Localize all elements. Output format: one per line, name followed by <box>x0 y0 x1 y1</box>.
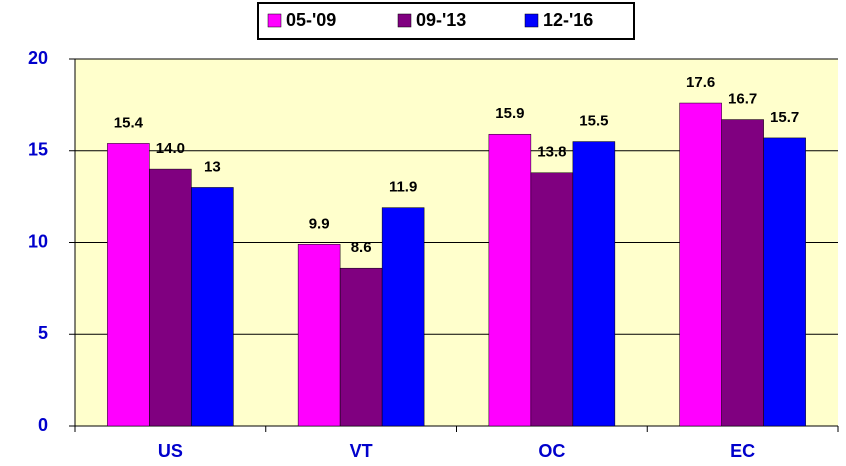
x-tick-label: VT <box>350 441 373 461</box>
bar <box>488 133 532 427</box>
data-label: 15.5 <box>579 113 608 130</box>
bar <box>191 187 234 427</box>
bar <box>572 141 616 427</box>
legend-swatch <box>397 13 412 28</box>
bar <box>107 143 150 427</box>
bar <box>381 207 425 427</box>
bar <box>763 137 806 427</box>
bar <box>530 172 574 427</box>
legend-box <box>257 2 635 40</box>
data-label: 15.9 <box>495 105 524 122</box>
bar <box>149 168 192 427</box>
bar <box>679 102 722 427</box>
y-tick-label: 15 <box>28 140 48 160</box>
data-label: 16.7 <box>728 91 757 108</box>
x-tick-label: EC <box>730 441 755 461</box>
x-tick-label: OC <box>538 441 565 461</box>
y-tick-label: 20 <box>28 48 48 68</box>
legend-label: 09-'13 <box>416 10 466 30</box>
bar <box>297 244 341 427</box>
data-label: 9.9 <box>309 215 330 232</box>
bar <box>721 119 764 427</box>
y-tick-label: 5 <box>38 323 48 343</box>
legend-swatch <box>524 13 539 28</box>
legend-label: 05-'09 <box>286 10 336 30</box>
data-label: 13.8 <box>537 144 566 161</box>
data-label: 15.7 <box>770 109 799 126</box>
data-label: 14.0 <box>156 140 185 157</box>
y-tick-label: 10 <box>28 231 48 251</box>
x-tick-label: US <box>158 441 183 461</box>
data-label: 8.6 <box>351 239 372 256</box>
data-label: 13 <box>204 158 221 175</box>
data-label: 15.4 <box>114 114 144 131</box>
bar <box>339 267 383 427</box>
y-tick-label: 0 <box>38 415 48 435</box>
legend-swatch <box>267 13 282 28</box>
data-label: 11.9 <box>389 179 417 196</box>
legend-label: 12-'16 <box>543 10 593 30</box>
data-label: 17.6 <box>686 74 715 91</box>
